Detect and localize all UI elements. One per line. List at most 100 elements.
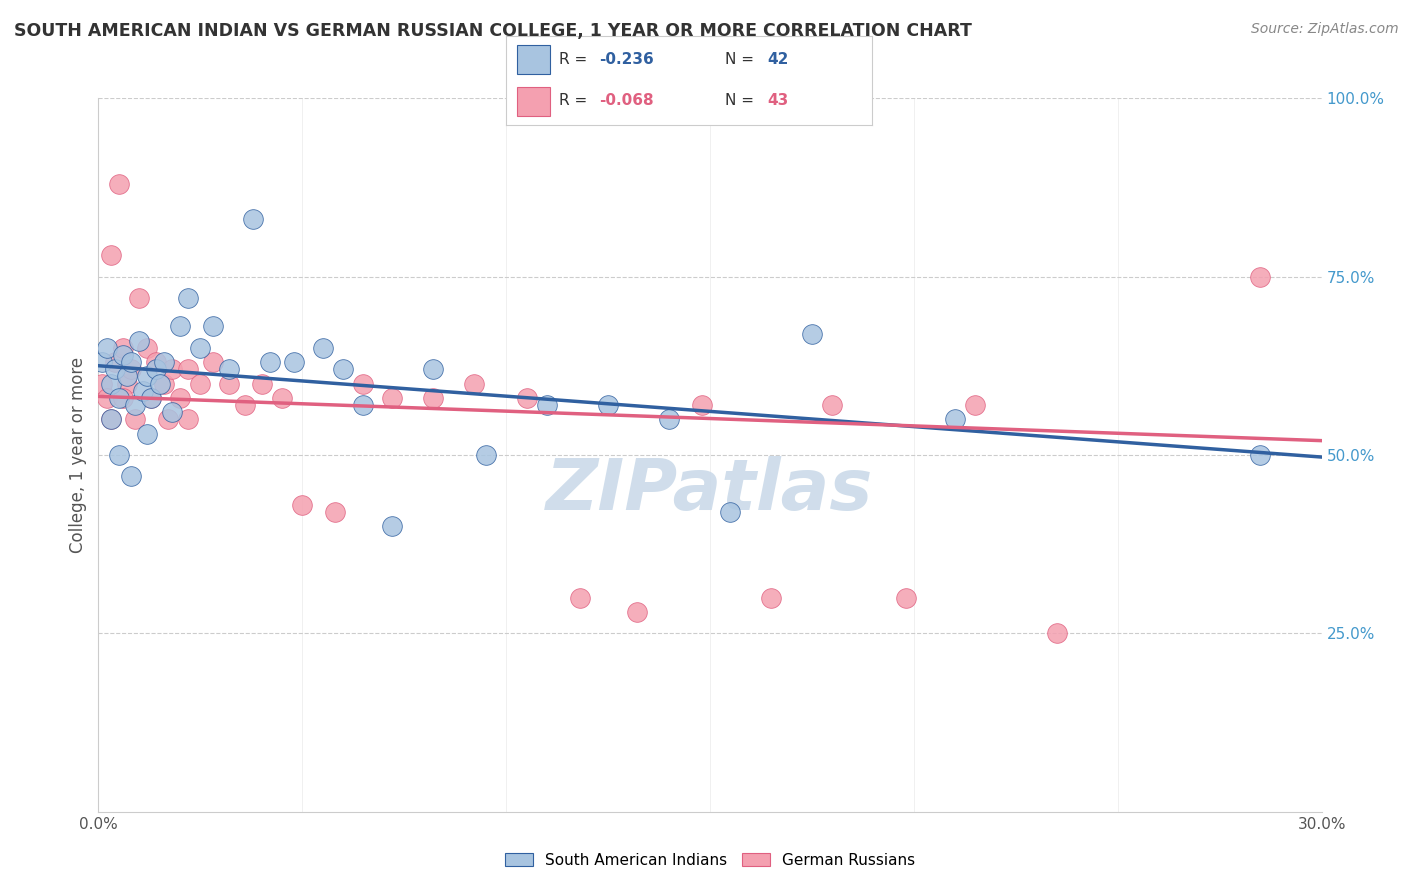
Point <box>201 355 224 369</box>
Point <box>718 505 742 519</box>
Point <box>474 448 498 462</box>
Point <box>218 376 240 391</box>
Point <box>120 355 142 369</box>
Point <box>132 384 155 398</box>
Text: -0.068: -0.068 <box>599 94 654 108</box>
Point <box>259 355 281 369</box>
Point <box>111 341 134 355</box>
Point <box>690 398 713 412</box>
Bar <box>517 87 550 116</box>
Point <box>111 391 134 405</box>
Point <box>145 355 167 369</box>
Point <box>658 412 681 426</box>
Point <box>1249 448 1271 462</box>
Point <box>120 362 142 376</box>
Point <box>141 391 163 405</box>
Point <box>270 391 294 405</box>
Point <box>108 177 131 191</box>
Bar <box>517 45 550 74</box>
Point <box>761 591 783 605</box>
Point <box>1045 626 1069 640</box>
Point <box>568 591 591 605</box>
Point <box>136 341 159 355</box>
Point <box>536 398 558 412</box>
Point <box>352 398 374 412</box>
Point <box>111 348 134 362</box>
Point <box>352 376 374 391</box>
Text: -0.236: -0.236 <box>599 53 654 67</box>
Point <box>124 412 146 426</box>
Point <box>100 248 122 262</box>
Point <box>626 605 648 619</box>
Point <box>1249 269 1271 284</box>
Text: 42: 42 <box>768 53 789 67</box>
Point <box>100 412 122 426</box>
Point <box>201 319 224 334</box>
Point <box>801 326 824 341</box>
Text: N =: N = <box>725 94 759 108</box>
Point <box>188 341 212 355</box>
Text: Source: ZipAtlas.com: Source: ZipAtlas.com <box>1251 22 1399 37</box>
Point <box>91 376 114 391</box>
Point <box>160 362 183 376</box>
Point <box>821 398 844 412</box>
Point <box>381 391 404 405</box>
Point <box>177 362 200 376</box>
Text: ZIPatlas: ZIPatlas <box>547 456 873 525</box>
Point <box>177 291 200 305</box>
Point <box>128 291 150 305</box>
Point <box>136 369 159 384</box>
Point <box>943 412 966 426</box>
Point <box>894 591 917 605</box>
Point <box>152 376 174 391</box>
Point <box>91 355 114 369</box>
Text: R =: R = <box>560 53 592 67</box>
Point <box>381 519 404 533</box>
Point <box>422 391 444 405</box>
Point <box>141 391 163 405</box>
Point <box>104 362 127 376</box>
Point <box>233 398 256 412</box>
Point <box>242 212 264 227</box>
Point <box>463 376 485 391</box>
Point <box>169 319 191 334</box>
Point <box>128 334 150 348</box>
Point <box>115 376 138 391</box>
Point <box>323 505 346 519</box>
Point <box>169 391 191 405</box>
Point <box>108 448 131 462</box>
Point <box>96 341 118 355</box>
Legend: South American Indians, German Russians: South American Indians, German Russians <box>498 845 922 875</box>
Point <box>145 362 167 376</box>
Point <box>332 362 354 376</box>
Point <box>149 376 172 391</box>
Point <box>291 498 314 512</box>
Point <box>152 355 174 369</box>
Text: N =: N = <box>725 53 759 67</box>
Point <box>96 391 118 405</box>
Point <box>516 391 538 405</box>
Point <box>188 376 212 391</box>
Point <box>177 412 200 426</box>
Point <box>283 355 305 369</box>
Point <box>160 405 183 419</box>
Point <box>120 469 142 483</box>
Text: SOUTH AMERICAN INDIAN VS GERMAN RUSSIAN COLLEGE, 1 YEAR OR MORE CORRELATION CHAR: SOUTH AMERICAN INDIAN VS GERMAN RUSSIAN … <box>14 22 972 40</box>
Text: R =: R = <box>560 94 592 108</box>
Point <box>422 362 444 376</box>
Point <box>136 426 159 441</box>
Point <box>156 412 179 426</box>
Point <box>100 412 122 426</box>
Point <box>250 376 273 391</box>
Point <box>124 398 146 412</box>
Point <box>598 398 620 412</box>
Point <box>965 398 987 412</box>
Point <box>312 341 335 355</box>
Point <box>104 355 127 369</box>
Text: 43: 43 <box>768 94 789 108</box>
Y-axis label: College, 1 year or more: College, 1 year or more <box>69 357 87 553</box>
Point <box>218 362 240 376</box>
Point <box>108 391 131 405</box>
Point <box>115 369 138 384</box>
Point <box>100 376 122 391</box>
